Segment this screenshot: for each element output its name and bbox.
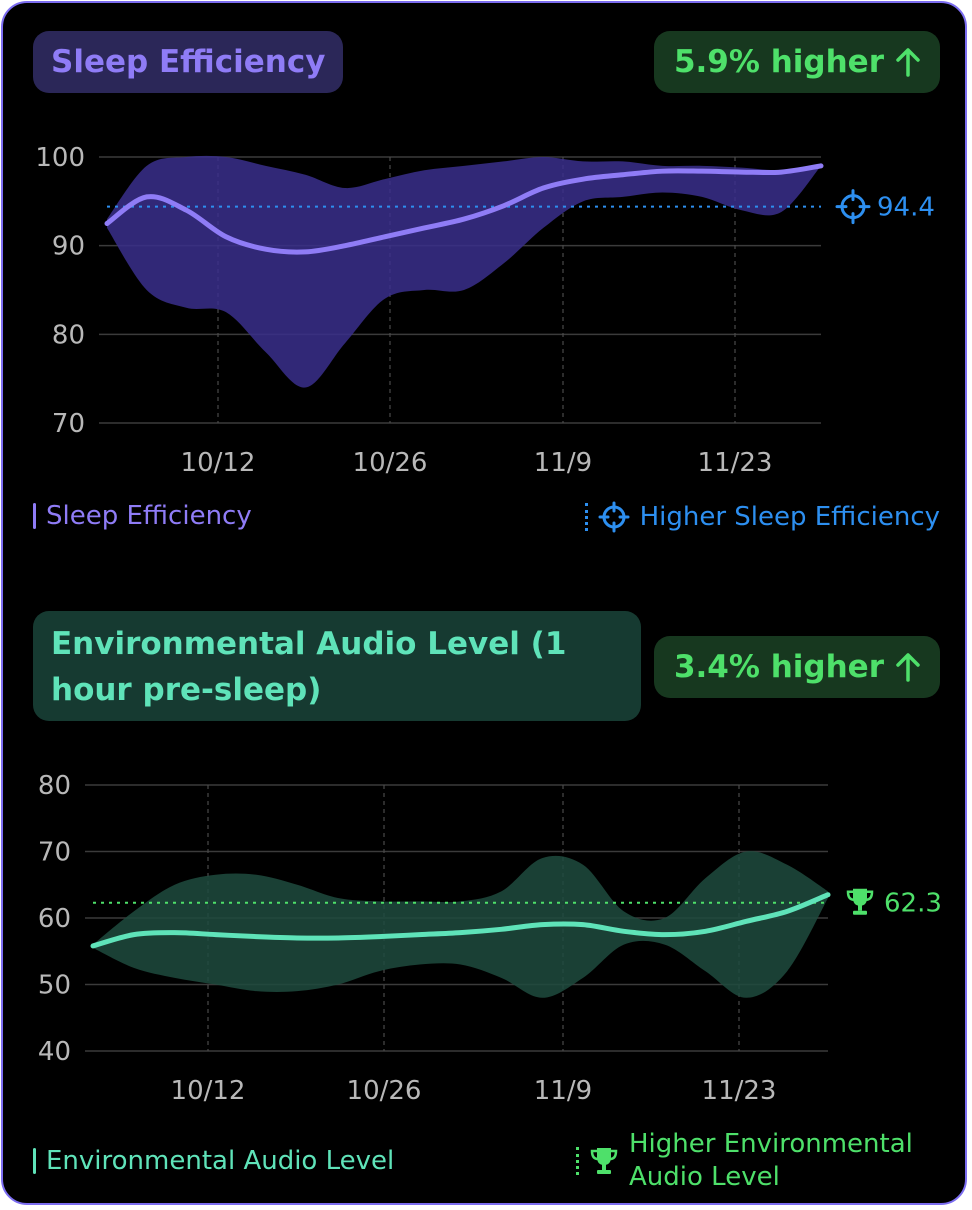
- sleep-efficiency-title: Sleep Efficiency: [33, 31, 344, 93]
- x-tick-label: 11/9: [534, 448, 592, 478]
- legend-higher-sleep-efficiency: Higher Sleep Efficiency: [584, 501, 940, 533]
- crosshair-icon: [835, 189, 871, 225]
- y-tick-label: 100: [35, 143, 85, 173]
- series-line: [90, 892, 831, 949]
- x-tick-label: 11/23: [698, 448, 773, 478]
- legend-label: Higher Sleep Efficiency: [639, 502, 940, 532]
- legend-audio-level: Environmental Audio Level: [33, 1146, 394, 1176]
- legend-label: Higher Environmental Audio Level: [629, 1129, 913, 1192]
- reference-value-label: 62.3: [884, 889, 942, 919]
- arrow-up-icon: [896, 48, 920, 77]
- range-band: [93, 851, 828, 998]
- y-tick-label: 70: [38, 838, 71, 868]
- y-tick-label: 50: [38, 971, 71, 1001]
- reference-value-label: 94.4: [877, 193, 935, 223]
- x-tick-label: 11/9: [534, 1076, 592, 1106]
- y-tick-label: 80: [52, 320, 85, 350]
- arrow-up-icon: [896, 653, 920, 682]
- x-tick-label: 11/23: [702, 1076, 777, 1106]
- y-tick-label: 90: [52, 232, 85, 262]
- y-tick-label: 70: [52, 409, 85, 439]
- badge-text: 3.4% higher: [673, 649, 884, 685]
- x-tick-label: 10/26: [353, 448, 428, 478]
- x-tick-label: 10/12: [171, 1076, 246, 1106]
- audio-level-chart: 80 70 60 50 40 10/12 10/26 11/9 11/23 62.3: [38, 771, 942, 1106]
- y-tick-label: 60: [38, 904, 71, 934]
- series-line: [104, 163, 824, 255]
- badge-text: 5.9% higher: [673, 44, 884, 80]
- legend-dotted-swatch: [576, 1147, 579, 1175]
- y-tick-label: 40: [38, 1037, 71, 1067]
- sleep-efficiency-change-badge: 5.9% higher: [653, 31, 940, 93]
- x-tick-label: 10/12: [181, 448, 256, 478]
- legend-label: Sleep Efficiency: [46, 501, 252, 531]
- x-tick-label: 10/26: [347, 1076, 422, 1106]
- legend-swatch: [33, 1148, 36, 1174]
- legend-label: Environmental Audio Level: [46, 1146, 395, 1176]
- sleep-efficiency-chart: 100 90 80 70 10/12 10/26 11/9 11/23 94.4: [35, 143, 935, 478]
- audio-level-title: Environmental Audio Level (1 hour pre-sl…: [33, 611, 641, 721]
- y-tick-label: 80: [38, 771, 71, 801]
- trophy-icon: [846, 888, 874, 915]
- range-band: [107, 155, 821, 388]
- legend-swatch: [33, 503, 36, 529]
- trophy-icon: [590, 1148, 618, 1174]
- legend-sleep-efficiency: Sleep Efficiency: [33, 501, 252, 531]
- audio-level-change-badge: 3.4% higher: [653, 636, 940, 698]
- legend-dotted-swatch: [584, 503, 588, 531]
- crosshair-icon: [598, 501, 630, 533]
- legend-higher-audio-level: Higher Environmental Audio Level: [576, 1128, 939, 1194]
